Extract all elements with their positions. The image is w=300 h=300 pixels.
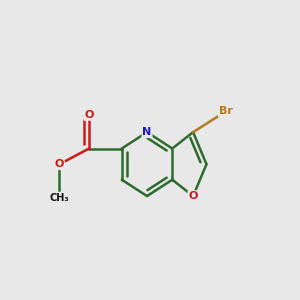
Text: Br: Br <box>219 106 233 116</box>
Text: N: N <box>142 127 152 137</box>
Text: CH₃: CH₃ <box>50 193 69 202</box>
Text: O: O <box>188 191 198 201</box>
Text: O: O <box>84 110 94 120</box>
Text: O: O <box>55 159 64 169</box>
